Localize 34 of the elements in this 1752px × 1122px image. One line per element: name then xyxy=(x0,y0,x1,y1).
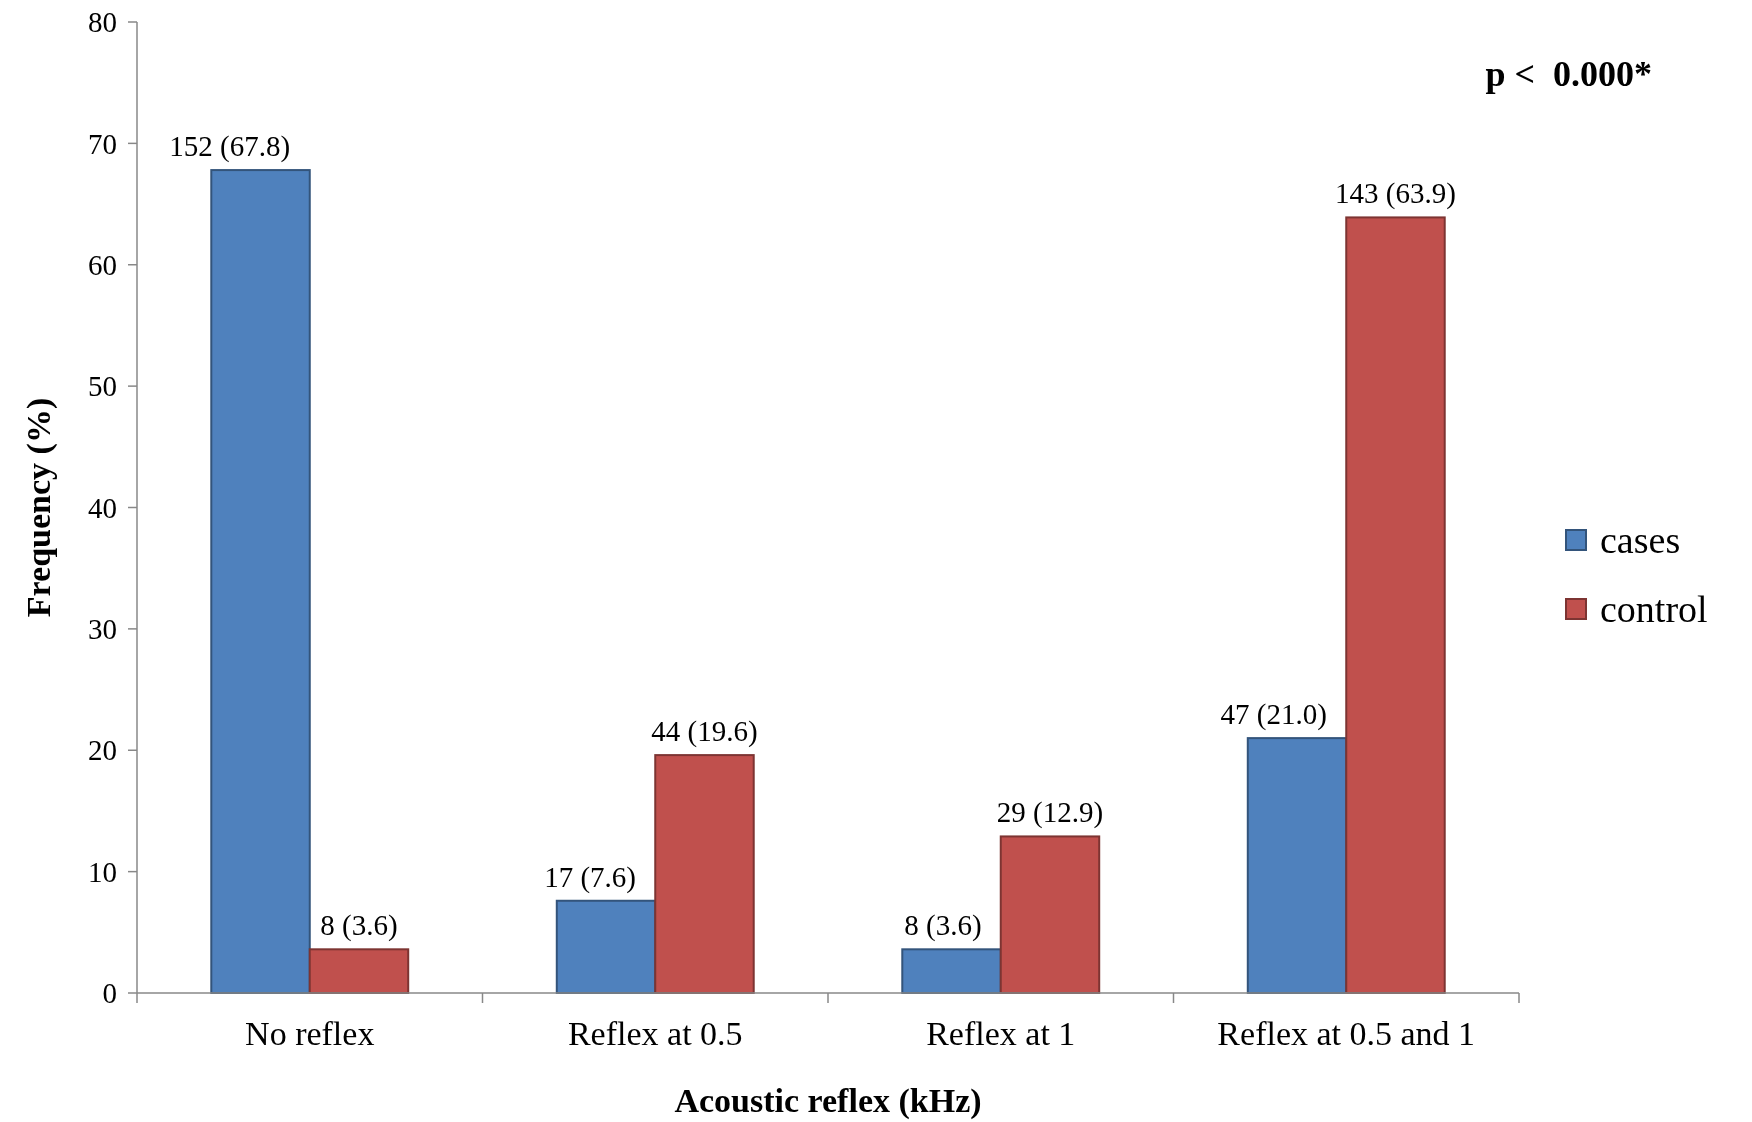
legend-label: control xyxy=(1600,588,1708,631)
bar xyxy=(1246,737,1348,994)
data-label: 29 (12.9) xyxy=(996,796,1104,830)
data-label: 17 (7.6) xyxy=(544,860,636,894)
y-tick-label: 50 xyxy=(88,370,117,403)
y-tick-label: 0 xyxy=(102,977,117,1010)
x-tick-label: No reflex xyxy=(245,1015,375,1052)
data-label: 8 (3.6) xyxy=(320,909,398,943)
y-tick-label: 70 xyxy=(88,127,117,160)
data-label: 8 (3.6) xyxy=(904,909,982,943)
bar xyxy=(654,754,755,994)
y-tick-label: 20 xyxy=(88,734,117,767)
y-tick-label: 60 xyxy=(88,248,117,281)
y-tick-label: 10 xyxy=(88,855,117,888)
data-label: 143 (63.9) xyxy=(1335,177,1456,211)
x-tick-label: Reflex at 0.5 xyxy=(567,1015,743,1052)
data-label: 47 (21.0) xyxy=(1220,698,1327,732)
y-axis-title: Frequency (%) xyxy=(20,397,58,618)
annotation: p < 0.000* xyxy=(1485,54,1652,94)
y-tick-label: 30 xyxy=(88,613,117,646)
x-tick-label: Reflex at 0.5 and 1 xyxy=(1217,1015,1476,1052)
data-label: 44 (19.6) xyxy=(651,715,758,749)
y-tick-label: 40 xyxy=(88,491,117,524)
x-tick-label: Reflex at 1 xyxy=(926,1015,1076,1052)
data-label: 152 (67.8) xyxy=(169,130,291,164)
bar xyxy=(901,948,1002,994)
bar xyxy=(1345,216,1446,994)
bar xyxy=(999,835,1101,994)
y-tick-label: 80 xyxy=(88,6,117,39)
legend-label: cases xyxy=(1600,519,1681,562)
bar xyxy=(555,899,657,994)
bar xyxy=(308,948,410,994)
x-axis-title: Acoustic reflex (kHz) xyxy=(674,1082,982,1120)
bar xyxy=(210,169,311,994)
